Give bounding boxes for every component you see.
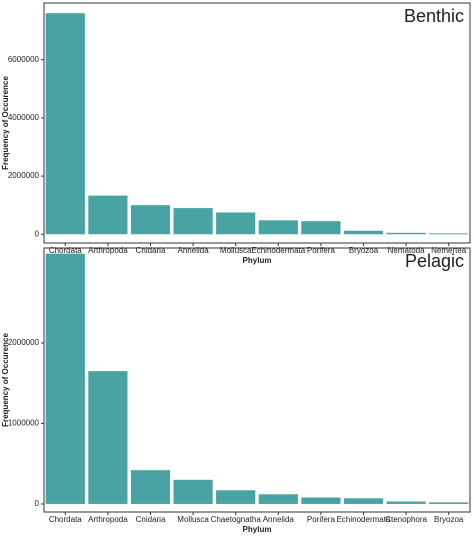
bar (130, 205, 171, 235)
y-axis-label: Frequency of Occurence (1, 333, 10, 427)
y-tick-label: 2000000 (8, 338, 40, 347)
bar (343, 230, 384, 235)
x-tick-label: Porifera (307, 246, 336, 255)
bar (45, 13, 85, 235)
x-tick-label: Annelida (263, 515, 295, 524)
x-axis-label: Phylum (243, 525, 272, 534)
bar (343, 498, 384, 504)
x-tick-label: Bryozoa (349, 246, 379, 255)
chart-title: Benthic (404, 6, 464, 26)
x-tick-label: Ctenophora (385, 515, 427, 524)
y-tick-label: 1000000 (8, 419, 40, 428)
plot-frame (43, 2, 471, 244)
x-tick-label: Arthropoda (88, 515, 128, 524)
bar (173, 479, 213, 504)
x-tick-label: Annelida (178, 246, 210, 255)
bar (301, 221, 341, 235)
y-axis-label: Frequency of Occurence (1, 76, 10, 170)
x-tick-label: Nematoda (388, 246, 425, 255)
plot-frame (43, 247, 471, 513)
y-tick-label: 2000000 (8, 171, 40, 180)
x-axis-label: Phylum (243, 256, 272, 265)
bar (429, 233, 469, 235)
chart-title: Pelagic (405, 251, 464, 271)
x-tick-label: Cnidaria (136, 515, 166, 524)
bar (88, 195, 128, 235)
bar (258, 494, 298, 504)
x-tick-label: Bryozoa (434, 515, 464, 524)
x-tick-label: Porifera (307, 515, 336, 524)
y-tick-label: 4000000 (8, 113, 40, 122)
x-tick-label: Chordata (49, 515, 82, 524)
x-tick-label: Chordata (49, 246, 82, 255)
x-tick-label: Cnidaria (136, 246, 166, 255)
bar (386, 232, 426, 235)
y-tick-label: 0 (35, 499, 40, 508)
x-tick-label: Echinodermata (251, 246, 305, 255)
bar (88, 371, 128, 504)
bar (258, 220, 298, 235)
bar (216, 490, 256, 504)
bar (386, 501, 426, 504)
y-tick-label: 0 (35, 229, 40, 238)
bar (301, 497, 341, 504)
bar (45, 253, 85, 504)
x-tick-label: Echinodermata (337, 515, 391, 524)
x-tick-label: Arthropoda (88, 246, 128, 255)
x-tick-label: Chaetognatha (211, 515, 262, 524)
x-tick-label: Mollusca (177, 515, 209, 524)
x-tick-label: Nemertea (431, 246, 467, 255)
bar (216, 212, 256, 235)
bar (429, 502, 469, 504)
y-tick-label: 6000000 (8, 55, 40, 64)
bar (130, 470, 171, 504)
bar (173, 208, 213, 235)
x-tick-label: Mollusca (220, 246, 252, 255)
